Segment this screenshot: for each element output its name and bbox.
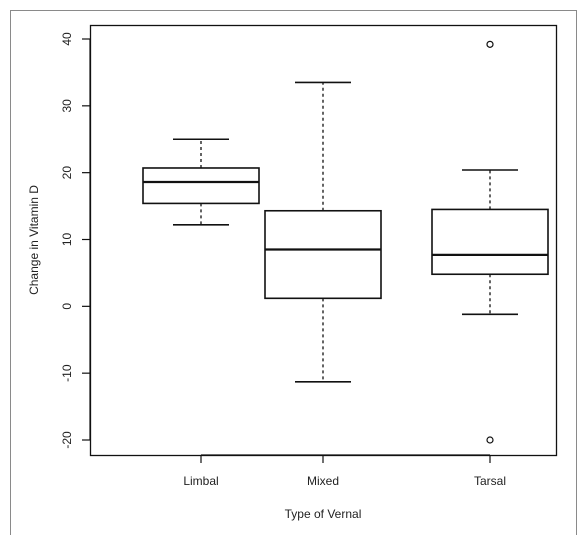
iqr-box (264, 209, 382, 300)
x-axis-label: Type of Vernal (285, 507, 362, 521)
boxes-group (142, 40, 549, 444)
iqr-box (142, 167, 260, 205)
y-tick-label: 10 (60, 233, 74, 247)
x-axis: Limbal Mixed Tarsal (183, 454, 506, 488)
box-limbal (142, 138, 260, 226)
x-tick-label: Tarsal (474, 474, 506, 488)
y-tick-label: 0 (60, 303, 74, 310)
y-axis-label: Change in Vitamin D (27, 185, 41, 295)
y-axis: -20 -10 0 10 20 30 40 (60, 32, 91, 449)
y-tick-label: 30 (60, 99, 74, 113)
box-mixed (264, 81, 382, 383)
outlier-point (486, 436, 494, 444)
y-tick-label: 40 (60, 32, 74, 46)
x-tick-label: Mixed (307, 474, 339, 488)
y-tick-label: 20 (60, 166, 74, 180)
box-tarsal (431, 40, 549, 444)
outlier-point (486, 40, 494, 48)
iqr-box (431, 208, 549, 276)
x-tick-label: Limbal (183, 474, 218, 488)
figure-outer-border (10, 10, 577, 535)
y-tick-label: -10 (60, 364, 74, 382)
y-tick-label: -20 (60, 431, 74, 449)
